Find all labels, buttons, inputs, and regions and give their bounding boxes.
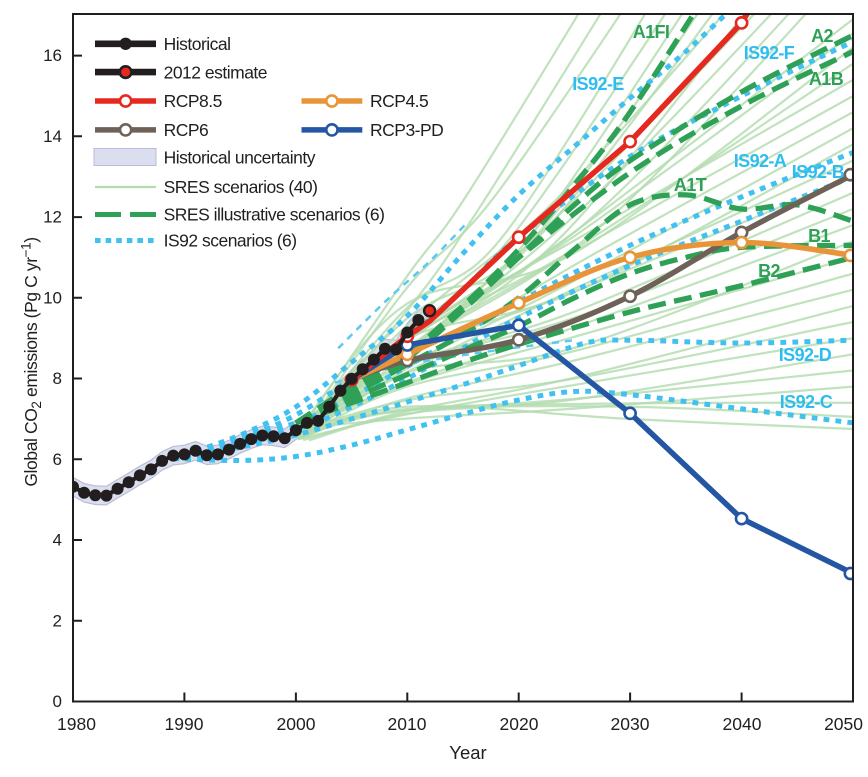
svg-text:0: 0 bbox=[53, 692, 62, 711]
svg-text:4: 4 bbox=[53, 531, 62, 550]
svg-text:A1B: A1B bbox=[809, 69, 844, 89]
svg-text:RCP4.5: RCP4.5 bbox=[370, 91, 428, 111]
svg-text:B2: B2 bbox=[758, 261, 780, 281]
svg-text:Historical: Historical bbox=[164, 34, 231, 54]
svg-text:B1: B1 bbox=[808, 226, 830, 246]
svg-text:A1T: A1T bbox=[674, 175, 707, 195]
svg-text:2050: 2050 bbox=[824, 714, 863, 734]
svg-text:2040: 2040 bbox=[723, 714, 762, 734]
svg-text:A2: A2 bbox=[811, 26, 833, 46]
svg-text:IS92-C: IS92-C bbox=[780, 392, 833, 412]
svg-text:8: 8 bbox=[53, 369, 62, 388]
svg-text:1990: 1990 bbox=[165, 714, 204, 734]
svg-text:2010: 2010 bbox=[388, 714, 427, 734]
svg-text:14: 14 bbox=[43, 127, 62, 146]
svg-text:Year: Year bbox=[449, 742, 486, 763]
svg-text:IS92-D: IS92-D bbox=[779, 345, 832, 365]
svg-text:IS92 scenarios (6): IS92 scenarios (6) bbox=[164, 231, 297, 251]
svg-text:2020: 2020 bbox=[500, 714, 539, 734]
svg-text:2030: 2030 bbox=[611, 714, 650, 734]
svg-text:Historical uncertainty: Historical uncertainty bbox=[164, 148, 316, 168]
svg-text:16: 16 bbox=[43, 46, 62, 65]
svg-text:2: 2 bbox=[53, 611, 62, 630]
svg-text:IS92-E: IS92-E bbox=[572, 74, 624, 94]
svg-text:IS92-F: IS92-F bbox=[744, 43, 795, 63]
svg-text:RCP6: RCP6 bbox=[164, 120, 209, 140]
svg-text:10: 10 bbox=[43, 288, 62, 307]
svg-text:IS92-B: IS92-B bbox=[792, 162, 845, 182]
svg-text:RCP3-PD: RCP3-PD bbox=[370, 120, 443, 140]
svg-text:2000: 2000 bbox=[277, 714, 316, 734]
svg-text:12: 12 bbox=[43, 208, 62, 227]
svg-text:2012 estimate: 2012 estimate bbox=[164, 62, 267, 82]
svg-text:RCP8.5: RCP8.5 bbox=[164, 91, 222, 111]
svg-text:IS92-A: IS92-A bbox=[734, 151, 787, 171]
svg-text:6: 6 bbox=[53, 450, 62, 469]
svg-text:A1FI: A1FI bbox=[633, 22, 670, 42]
svg-text:1980: 1980 bbox=[57, 714, 96, 734]
svg-text:Global CO2 emissions (Pg C yr−: Global CO2 emissions (Pg C yr−1) bbox=[19, 237, 44, 486]
svg-text:SRES illustrative scenarios (6: SRES illustrative scenarios (6) bbox=[164, 205, 385, 225]
svg-text:SRES scenarios (40): SRES scenarios (40) bbox=[164, 177, 318, 197]
